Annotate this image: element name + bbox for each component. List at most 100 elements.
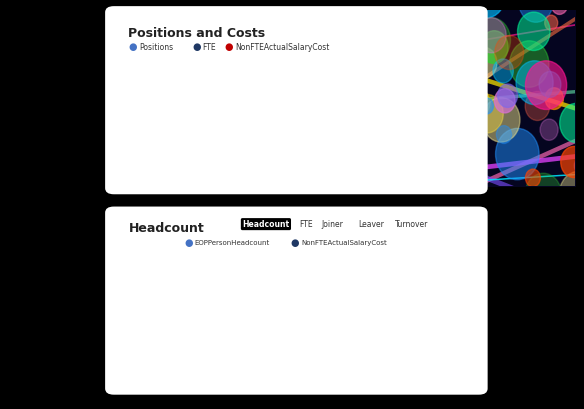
Circle shape — [561, 146, 584, 178]
Text: NonFTEActualSalaryCost: NonFTEActualSalaryCost — [235, 43, 329, 52]
Circle shape — [414, 0, 442, 31]
Circle shape — [574, 156, 584, 175]
Bar — [205, 114, 215, 172]
Circle shape — [498, 84, 517, 108]
Bar — [248, 109, 257, 172]
Circle shape — [432, 114, 468, 157]
Circle shape — [496, 126, 512, 144]
Circle shape — [423, 96, 463, 143]
Circle shape — [466, 89, 490, 117]
Circle shape — [495, 36, 524, 70]
Circle shape — [525, 173, 562, 217]
Circle shape — [452, 27, 482, 62]
Circle shape — [482, 98, 520, 142]
Circle shape — [526, 61, 566, 110]
Bar — [310, 121, 319, 172]
Bar — [221, 109, 231, 172]
Bar — [195, 110, 205, 172]
Circle shape — [510, 41, 549, 87]
Bar — [430, 97, 440, 172]
Circle shape — [516, 61, 553, 105]
Bar — [326, 114, 336, 172]
Circle shape — [427, 184, 448, 208]
Bar — [388, 114, 398, 172]
Circle shape — [399, 0, 438, 18]
Circle shape — [496, 128, 539, 180]
Bar — [440, 101, 450, 172]
Text: Joiner: Joiner — [322, 220, 343, 229]
Bar — [414, 103, 424, 172]
Circle shape — [540, 119, 558, 140]
Circle shape — [407, 133, 420, 148]
Text: ●: ● — [192, 42, 201, 52]
Circle shape — [545, 15, 558, 31]
Bar — [275, 322, 292, 364]
Bar — [361, 119, 371, 172]
Bar — [231, 114, 241, 172]
Text: Headcount: Headcount — [128, 222, 204, 235]
Bar — [283, 116, 293, 172]
Text: ●: ● — [224, 42, 233, 52]
Bar — [153, 116, 163, 172]
Circle shape — [467, 0, 505, 18]
Text: ●: ● — [291, 238, 300, 248]
Bar — [223, 313, 239, 364]
Text: Positions and Costs: Positions and Costs — [128, 27, 266, 40]
Bar — [144, 313, 161, 364]
Text: Turnover: Turnover — [395, 220, 429, 229]
Bar — [405, 300, 422, 364]
Text: EOPPersonHeadcount: EOPPersonHeadcount — [194, 240, 270, 246]
Bar — [404, 99, 414, 172]
Text: ●: ● — [128, 42, 137, 52]
Circle shape — [539, 72, 561, 97]
Bar — [327, 317, 344, 364]
Bar — [379, 300, 396, 364]
Bar — [300, 116, 310, 172]
Circle shape — [406, 119, 420, 136]
Text: FTE: FTE — [299, 220, 312, 229]
Circle shape — [493, 59, 513, 83]
Circle shape — [437, 24, 452, 41]
Text: Positions: Positions — [139, 43, 173, 52]
Circle shape — [517, 12, 550, 50]
Circle shape — [463, 51, 486, 79]
Text: FTE: FTE — [203, 43, 216, 52]
Circle shape — [392, 3, 434, 53]
Bar — [143, 112, 153, 172]
Circle shape — [551, 0, 568, 14]
Circle shape — [477, 18, 506, 53]
Circle shape — [495, 89, 515, 113]
Bar — [432, 303, 449, 364]
Circle shape — [425, 18, 444, 41]
Bar — [378, 110, 388, 172]
Bar — [179, 112, 189, 172]
Text: NonFTEActualSalaryCost: NonFTEActualSalaryCost — [301, 240, 387, 246]
Circle shape — [429, 0, 468, 33]
Circle shape — [559, 171, 584, 219]
Bar — [169, 107, 179, 172]
Circle shape — [471, 47, 497, 79]
Bar — [257, 114, 267, 172]
Circle shape — [429, 76, 458, 111]
Circle shape — [479, 98, 493, 114]
Circle shape — [526, 169, 540, 187]
Bar — [273, 110, 283, 172]
Circle shape — [471, 94, 503, 133]
Bar — [353, 317, 370, 364]
Circle shape — [525, 92, 550, 121]
Circle shape — [559, 103, 584, 143]
Circle shape — [452, 136, 468, 155]
Bar — [301, 319, 318, 364]
Circle shape — [422, 40, 461, 86]
Bar — [352, 114, 361, 172]
Circle shape — [545, 88, 564, 110]
Bar — [197, 312, 214, 364]
Circle shape — [445, 41, 481, 83]
Circle shape — [519, 0, 553, 22]
Bar — [171, 308, 187, 364]
Circle shape — [480, 31, 508, 63]
Bar — [336, 119, 345, 172]
Text: Headcount: Headcount — [242, 220, 290, 229]
Circle shape — [472, 18, 510, 63]
Text: Leaver: Leaver — [359, 220, 384, 229]
